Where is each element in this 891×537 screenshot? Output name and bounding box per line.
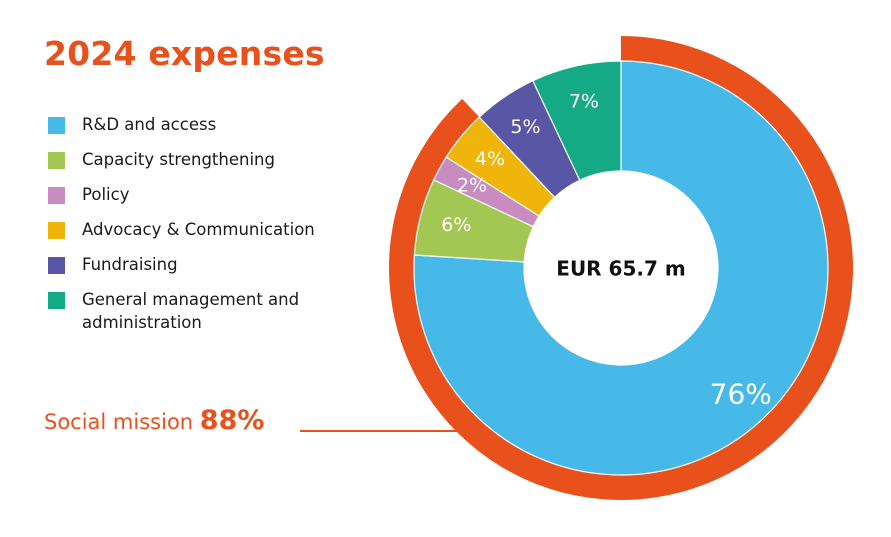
legend-label: R&D and access bbox=[82, 115, 217, 134]
legend-swatch bbox=[48, 292, 65, 309]
legend-swatch bbox=[48, 257, 65, 274]
legend-swatch bbox=[48, 187, 65, 204]
legend-item-fundraising: Fundraising bbox=[48, 253, 372, 276]
legend-item-rd-access: R&D and access bbox=[48, 113, 372, 136]
slice-label-layer: 76% 6% 2% 4%5% 7% bbox=[441, 91, 772, 411]
chart-title: 2024 expenses bbox=[44, 34, 325, 73]
social-mission-text: Social mission bbox=[44, 410, 194, 434]
slice-policy-label: 2% bbox=[457, 175, 487, 197]
legend-swatch bbox=[48, 222, 65, 239]
slice-capacity-strengthening-label: 6% bbox=[441, 214, 471, 236]
slice-rd-access-label: 76% bbox=[710, 378, 772, 411]
donut-hole bbox=[524, 171, 718, 365]
legend-label: Advocacy & Communication bbox=[82, 220, 315, 239]
legend: R&D and access Capacity strengthening Po… bbox=[48, 113, 372, 346]
legend-swatch bbox=[48, 117, 65, 134]
slice-general-management-label: 7% bbox=[569, 91, 599, 113]
social-mission-leader-line bbox=[300, 430, 458, 432]
legend-label: General management and administration bbox=[82, 290, 300, 332]
legend-item-policy: Policy bbox=[48, 183, 372, 206]
legend-label: Fundraising bbox=[82, 255, 178, 274]
social-mission-value: 88% bbox=[199, 405, 265, 436]
slice-fundraising-label: 5% bbox=[510, 116, 540, 138]
legend-item-general-management: General management and administration bbox=[48, 288, 372, 334]
legend-item-advocacy-communication: Advocacy & Communication bbox=[48, 218, 372, 241]
social-mission-label: Social mission 88% bbox=[44, 405, 264, 436]
legend-label: Policy bbox=[82, 185, 130, 204]
legend-label: Capacity strengthening bbox=[82, 150, 275, 169]
center-total-label: EUR 65.7 m bbox=[556, 257, 685, 281]
legend-swatch bbox=[48, 152, 65, 169]
legend-item-capacity-strengthening: Capacity strengthening bbox=[48, 148, 372, 171]
slice-advocacy-communication-label: 4% bbox=[475, 148, 505, 170]
slice-layer bbox=[413, 60, 829, 476]
